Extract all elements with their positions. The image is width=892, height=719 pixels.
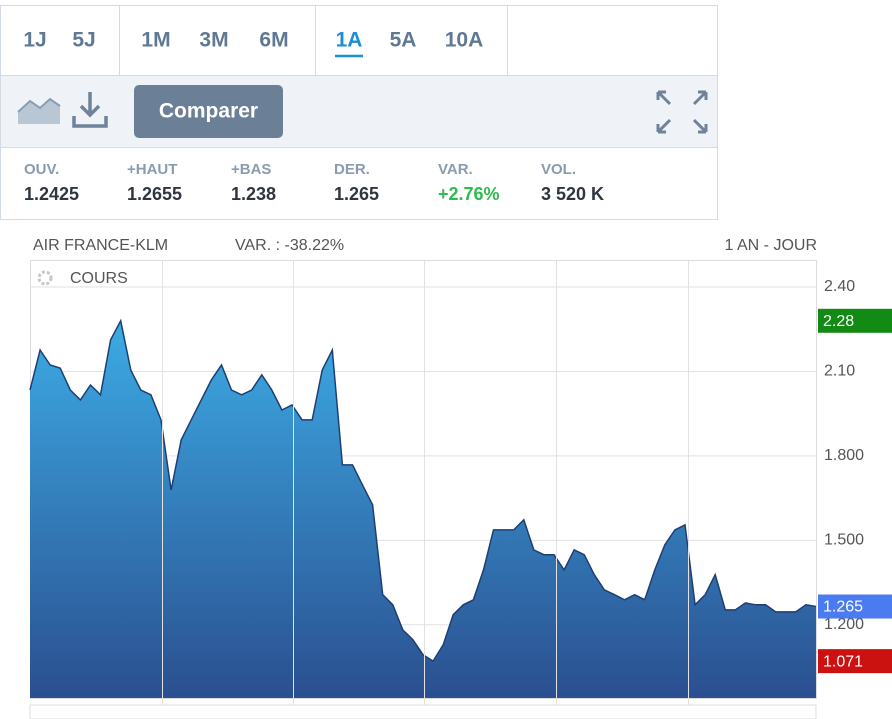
plot — [29, 286, 817, 698]
stat-value: 3 520 K — [541, 184, 604, 204]
y-tick-label: 1.500 — [824, 532, 864, 549]
area — [30, 320, 816, 698]
y-tick-label: 1.800 — [824, 447, 864, 464]
price-marker-label: 1.071 — [823, 653, 863, 670]
price-marker — [818, 649, 892, 674]
price-marker — [818, 594, 892, 619]
stat-label: VAR. — [438, 161, 473, 178]
y-tick-label: 2.40 — [824, 278, 855, 295]
price-marker-label: 1.265 — [823, 599, 863, 616]
period-tab[interactable]: 5J — [72, 29, 95, 52]
compare-button[interactable] — [134, 85, 283, 138]
stat-label: +BAS — [231, 161, 271, 178]
compare-button-label[interactable]: Comparer — [159, 100, 258, 123]
period-tab[interactable]: 6M — [259, 29, 288, 52]
period-tab[interactable]: 10A — [445, 29, 484, 52]
settings-icon[interactable] — [37, 270, 53, 286]
period-tab[interactable]: 5A — [390, 29, 417, 52]
toolbar-row — [1, 76, 717, 147]
y-tick-label: 2.10 — [824, 363, 855, 380]
line — [29, 318, 817, 663]
period-tab[interactable]: 1M — [141, 29, 170, 52]
stat-value: +2.76% — [438, 184, 500, 204]
stat-value: 1.265 — [334, 184, 379, 204]
stat-value: 1.238 — [231, 184, 276, 204]
stat-label: VOL. — [541, 161, 576, 178]
y-tick-label: 1.200 — [824, 616, 864, 633]
period-tab[interactable]: 1A — [336, 29, 363, 52]
price-marker — [818, 308, 892, 333]
fullscreen-icon[interactable] — [656, 90, 708, 134]
period-label: 1 AN - JOUR — [725, 237, 817, 254]
download-icon[interactable] — [72, 92, 108, 128]
stat-value: 1.2425 — [24, 184, 79, 204]
price-marker-label: 2.28 — [823, 313, 854, 330]
stat-label: OUV. — [24, 161, 59, 178]
vertical-grid — [162, 261, 689, 719]
chart-subtitle: VAR. : -38.22% — [235, 237, 344, 254]
panel-label: COURS — [70, 270, 128, 287]
stat-label: +HAUT — [127, 161, 177, 178]
next-panel — [29, 704, 817, 719]
chart-type-icon[interactable] — [17, 97, 61, 124]
stat-label: DER. — [334, 161, 370, 178]
chart-title: AIR FRANCE-KLM — [33, 237, 168, 254]
stat-value: 1.2655 — [127, 184, 182, 204]
period-tab[interactable]: 1J — [23, 29, 46, 52]
period-tab[interactable]: 3M — [199, 29, 228, 52]
